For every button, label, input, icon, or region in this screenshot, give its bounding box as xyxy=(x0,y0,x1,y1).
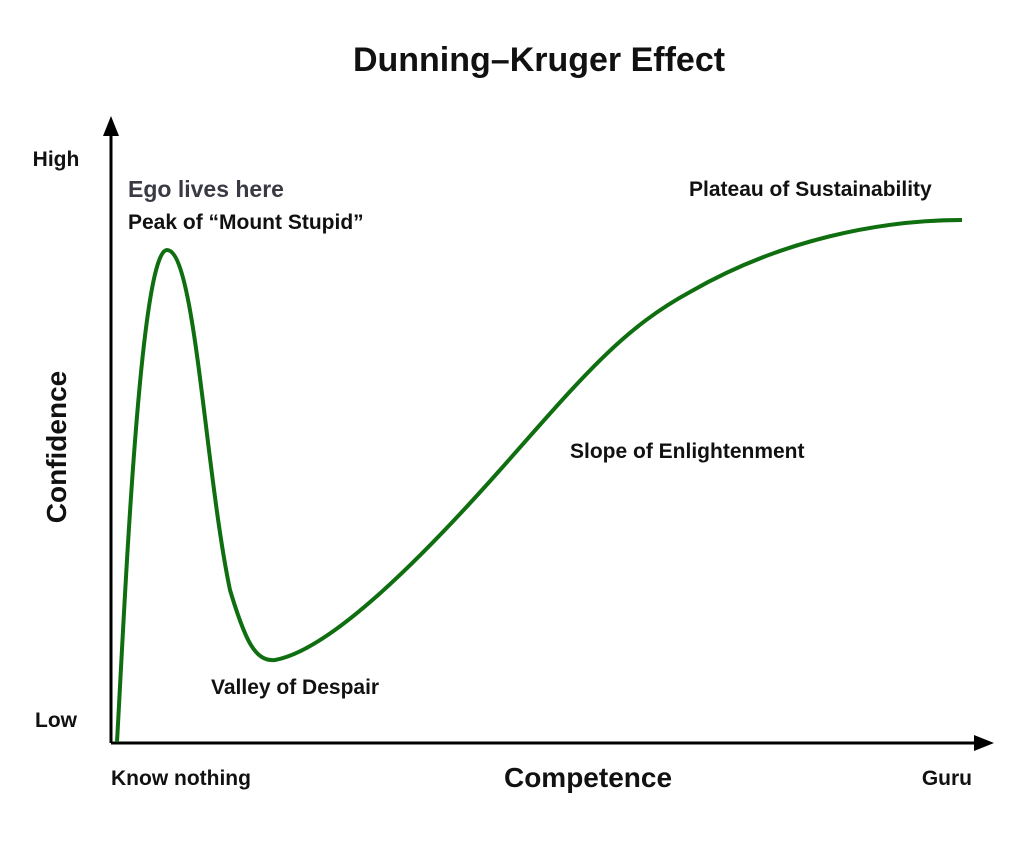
y-low: Low xyxy=(35,709,78,732)
plateau-label: Plateau of Sustainability xyxy=(689,178,932,201)
y-axis-label: Confidence xyxy=(41,371,72,523)
ego-note: Ego lives here xyxy=(128,176,284,202)
peak-label: Peak of “Mount Stupid” xyxy=(128,211,364,234)
slope-label: Slope of Enlightenment xyxy=(570,440,805,463)
y-arrow xyxy=(103,116,119,136)
x-low: Know nothing xyxy=(111,767,251,790)
valley-label: Valley of Despair xyxy=(211,676,379,699)
y-high: High xyxy=(33,148,80,171)
x-high: Guru xyxy=(922,767,972,790)
title: Dunning–Kruger Effect xyxy=(353,41,725,79)
x-axis-label: Competence xyxy=(504,762,672,793)
curve xyxy=(115,218,963,743)
x-arrow xyxy=(974,735,994,751)
